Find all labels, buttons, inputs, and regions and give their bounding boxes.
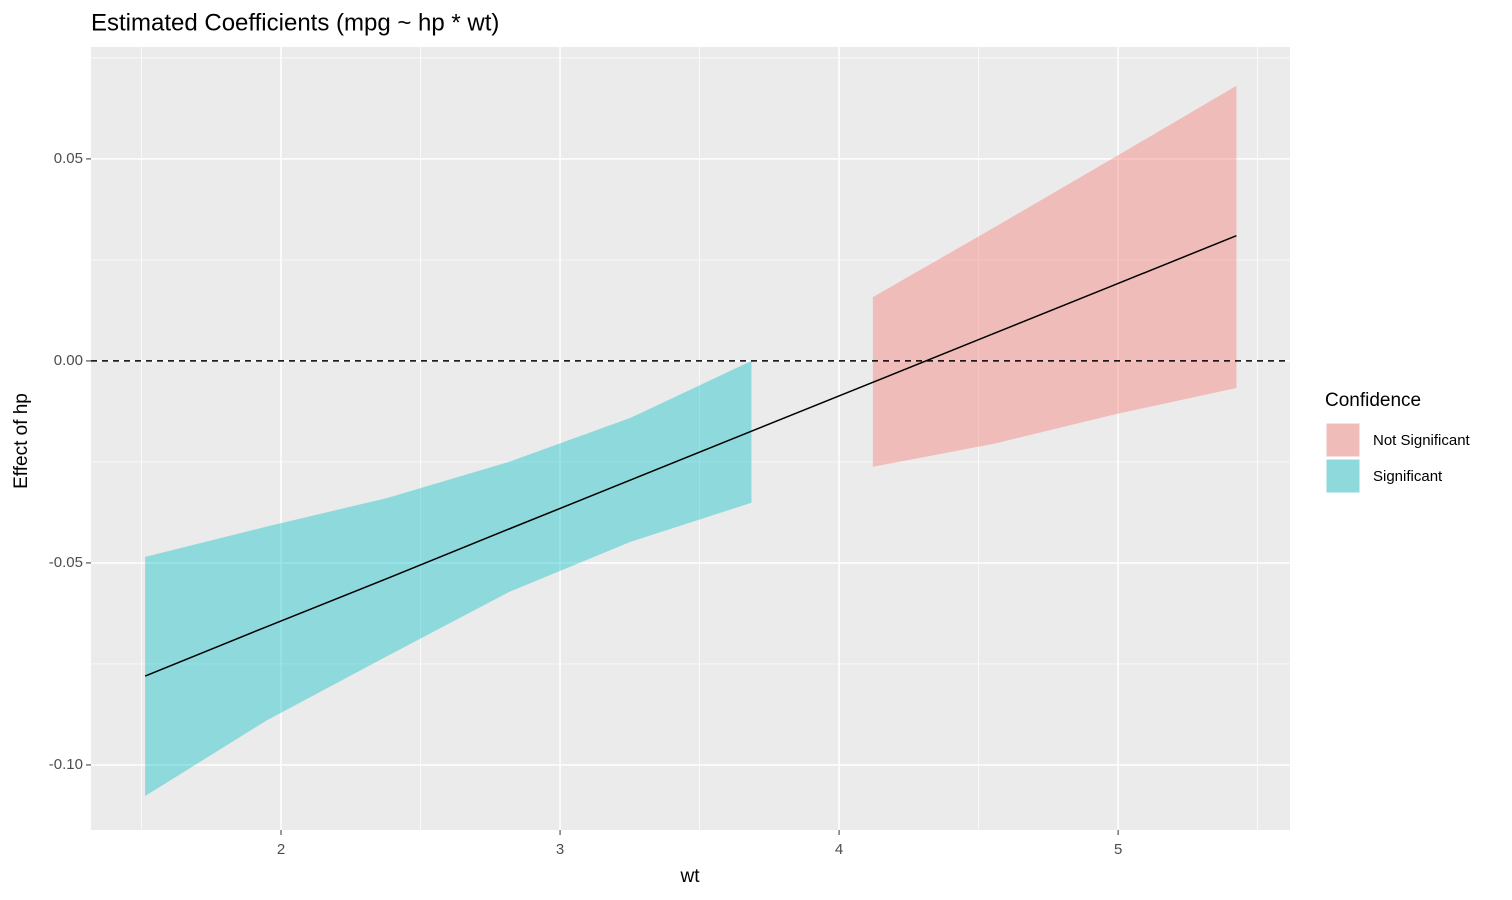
legend-key-bg: [1326, 423, 1360, 457]
legend-key: [1325, 422, 1361, 458]
legend-label: Not Significant: [1373, 432, 1471, 449]
ribbon: [872, 85, 1237, 467]
x-axis-title: wt: [680, 866, 701, 887]
legend-title: Confidence: [1325, 390, 1421, 411]
y-tick-label: 0.05: [54, 150, 83, 167]
y-tick-label: -0.05: [49, 554, 83, 571]
x-tick-label: 4: [835, 841, 843, 858]
estimate-line: [144, 234, 1237, 677]
y-tick-label: -0.10: [49, 756, 83, 773]
y-axis-title: Effect of hp: [11, 393, 32, 489]
legend-key-bg: [1326, 459, 1360, 493]
x-tick-label: 3: [556, 841, 564, 858]
marks: [91, 85, 1290, 797]
x-tick-label: 5: [1114, 841, 1122, 858]
x-tick-label: 2: [277, 841, 285, 858]
legend-label: Significant: [1373, 468, 1443, 485]
chart-title: Estimated Coefficients (mpg ~ hp * wt): [91, 9, 499, 36]
ribbon: [145, 360, 752, 797]
y-tick-label: 0.00: [54, 352, 83, 369]
legend-key: [1325, 458, 1361, 494]
panel: [91, 47, 1290, 830]
